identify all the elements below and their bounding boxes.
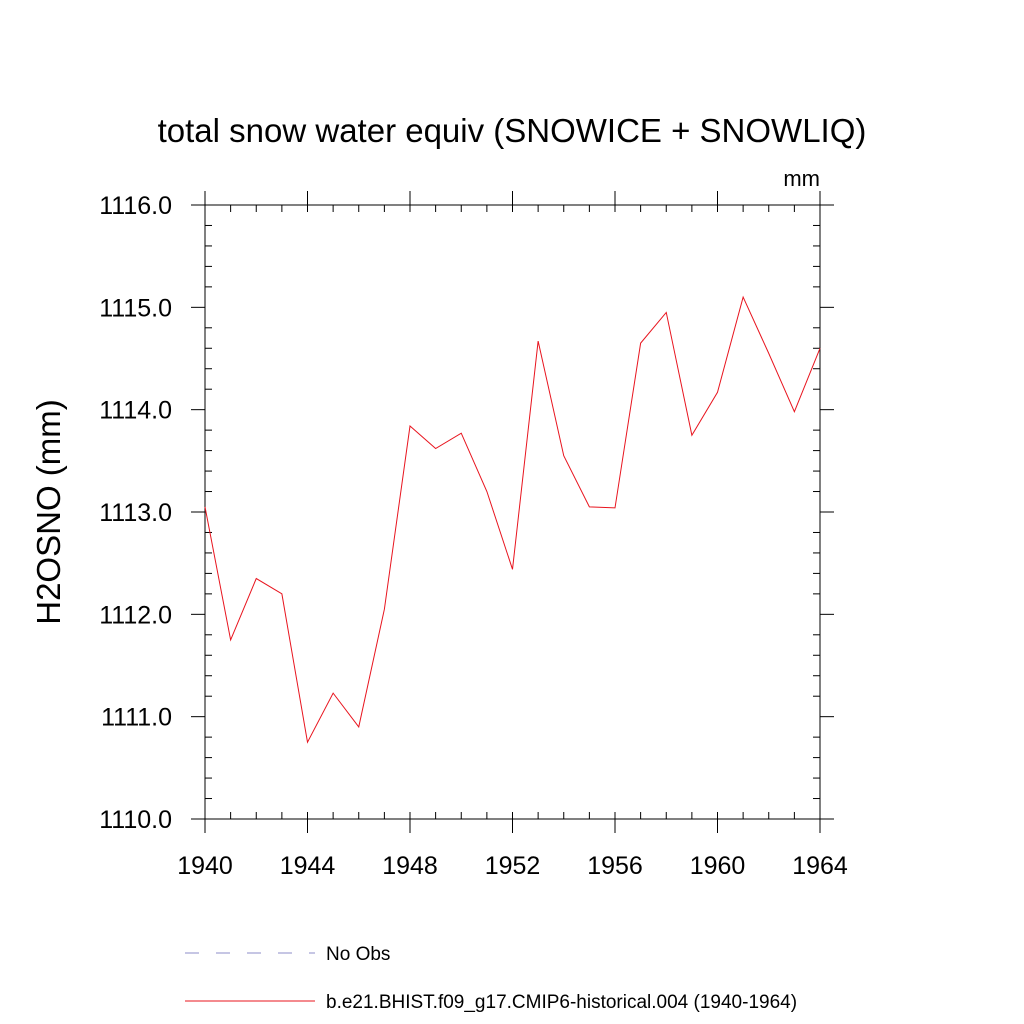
series-line — [204, 295, 821, 744]
y-axis-label: H2OSNO (mm) — [30, 399, 67, 625]
y-tick-label: 1110.0 — [99, 806, 172, 834]
y-tick-label: 1112.0 — [99, 601, 172, 629]
x-tick-label: 1940 — [177, 852, 233, 880]
plot-frame — [204, 204, 821, 820]
y-tick-label: 1111.0 — [101, 704, 172, 732]
legend-model-label: b.e21.BHIST.f09_g17.CMIP6-historical.004… — [326, 992, 797, 1013]
x-axis-ticks: 1940 1944 1948 1952 1956 1960 1964 — [177, 191, 848, 880]
y-tick-label: 1114.0 — [99, 397, 172, 425]
y-axis-ticks: 1110.0 1111.0 1112.0 1113.0 1114.0 1115.0 1116… — [99, 192, 834, 834]
x-tick-label: 1956 — [587, 852, 643, 880]
x-tick-label: 1952 — [485, 852, 541, 880]
series-layer — [204, 295, 821, 744]
x-tick-label: 1948 — [382, 852, 438, 880]
legend-no-obs-label: No Obs — [326, 944, 390, 965]
y-tick-label: 1115.0 — [99, 294, 172, 322]
x-tick-label: 1964 — [792, 852, 848, 880]
x-tick-label: 1944 — [280, 852, 336, 880]
x-tick-label: 1960 — [690, 852, 746, 880]
units-label: mm — [783, 166, 820, 191]
y-tick-label: 1113.0 — [99, 499, 172, 527]
chart-title: total snow water equiv (SNOWICE + SNOWLI… — [158, 112, 867, 149]
legend: No Obs b.e21.BHIST.f09_g17.CMIP6-histori… — [185, 944, 797, 1013]
y-tick-label: 1116.0 — [99, 192, 172, 220]
